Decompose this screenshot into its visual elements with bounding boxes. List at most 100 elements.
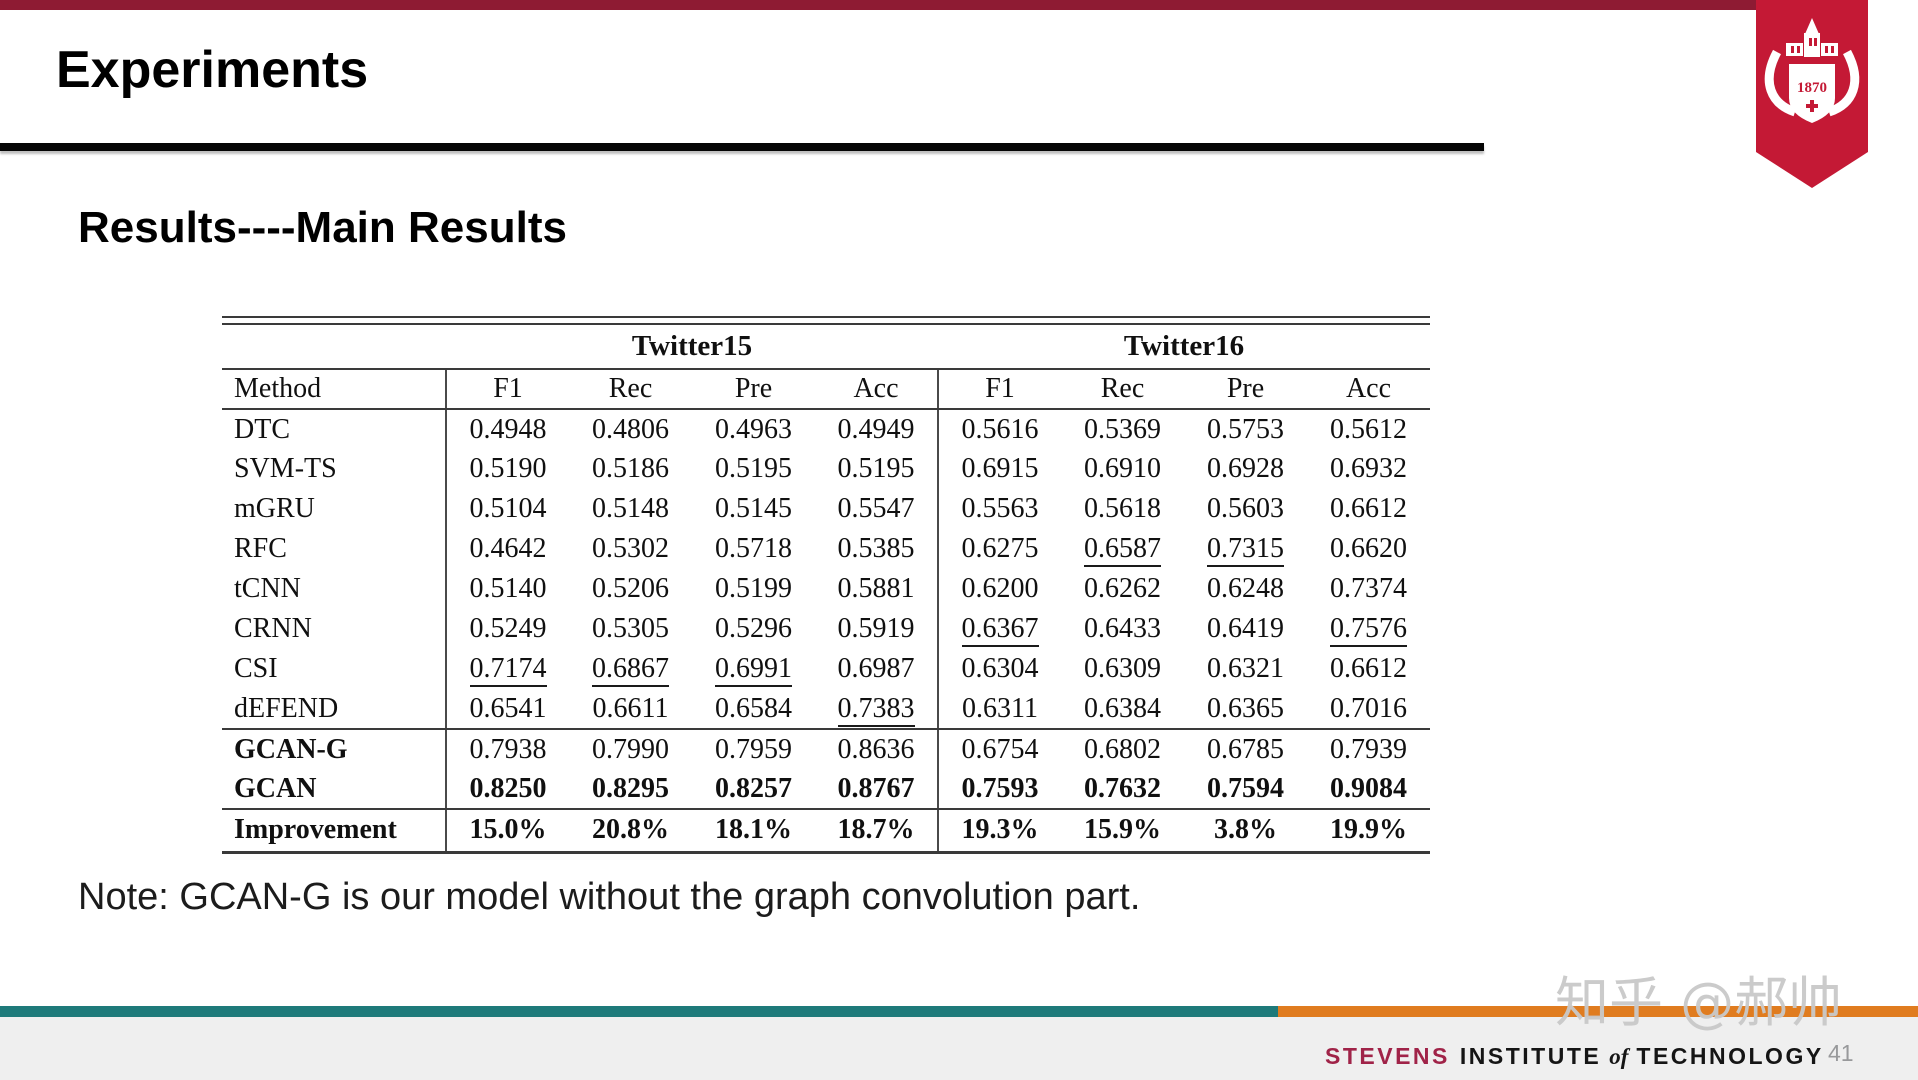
value-cell: 0.6867 [569, 649, 692, 689]
table-row: CSI 0.7174 0.6867 0.6991 0.6987 0.6304 0.6309 0… [222, 649, 1430, 689]
value-cell: 0.5919 [837, 613, 915, 644]
value-cell: 0.6611 [569, 689, 692, 730]
value-cell: 0.6612 [1330, 653, 1407, 684]
logo-year-label: 1870 [1797, 80, 1827, 96]
method-cell: GCAN [222, 769, 446, 810]
table-row: GCAN 0.8250 0.8295 0.8257 0.8767 0.7593 0.7632… [222, 769, 1430, 810]
value-cell: 0.8250 [445, 769, 569, 810]
value-cell: 0.5302 [592, 533, 669, 564]
column-header-f1-t15: F1 [445, 369, 569, 410]
value-cell: 0.5296 [715, 613, 792, 644]
value-cell: 0.6541 [445, 689, 569, 730]
value-cell: 0.5249 [445, 609, 569, 649]
group-header-row: Twitter15 Twitter16 [222, 324, 1430, 370]
value-cell: 15.9% [1084, 814, 1161, 846]
table-row: RFC 0.4642 0.5302 0.5718 0.5385 0.6275 0.6587 0… [222, 529, 1430, 569]
method-cell: SVM-TS [234, 453, 337, 484]
table-row: DTC 0.4948 0.4806 0.4963 0.4949 0.5616 0.5369 0… [222, 409, 1430, 449]
value-cell: 0.5616 [937, 409, 1061, 449]
value-cell: 0.6311 [937, 689, 1061, 730]
results-table: Twitter15 Twitter16 Method F1 Rec Pre Ac… [222, 323, 1430, 854]
value-cell: 0.5881 [837, 573, 915, 604]
column-header-row: Method F1 Rec Pre Acc F1 Rec Pre Acc [222, 369, 1430, 410]
table-row: CRNN 0.5249 0.5305 0.5296 0.5919 0.6367 0.6433… [222, 609, 1430, 649]
value-cell: 0.6910 [1084, 453, 1161, 484]
table-row: Improvement 15.0% 20.8% 18.1% 18.7% 19.3% 15.9… [222, 809, 1430, 852]
value-cell: 0.5305 [592, 613, 669, 644]
stevens-pennant-icon: 1870 [1756, 0, 1868, 188]
brand-technology: TECHNOLOGY [1636, 1043, 1824, 1069]
watermark-text: 知乎 @郝帅 [1555, 971, 1843, 1034]
value-cell: 0.4963 [715, 413, 792, 445]
column-header-f1-t16: F1 [937, 369, 1061, 410]
method-cell: CRNN [234, 613, 312, 644]
top-accent-bar [0, 0, 1758, 10]
value-cell: 0.7594 [1184, 769, 1307, 810]
group-header-twitter15: Twitter15 [446, 324, 938, 370]
value-cell: 0.6304 [937, 649, 1061, 689]
table-row: tCNN 0.5140 0.5206 0.5199 0.5881 0.6200 0.6262… [222, 569, 1430, 609]
value-cell: 0.7383 [815, 689, 938, 730]
footer-brand: STEVENS INSTITUTE of TECHNOLOGY [1325, 1043, 1824, 1070]
method-cell: tCNN [234, 573, 301, 604]
value-cell: 0.6248 [1207, 573, 1284, 604]
value-cell: 0.8767 [815, 769, 938, 810]
method-cell: dEFEND [222, 689, 446, 730]
value-cell: 0.6915 [937, 449, 1061, 489]
value-cell: 0.5148 [592, 493, 669, 524]
value-cell: 0.7174 [445, 649, 569, 689]
value-cell: 19.9% [1330, 814, 1407, 846]
value-cell: 0.6367 [937, 609, 1061, 649]
value-cell: 0.6991 [692, 649, 815, 689]
results-table-body: DTC 0.4948 0.4806 0.4963 0.4949 0.5616 0.5369 0… [222, 409, 1430, 852]
column-header-pre-t16: Pre [1184, 369, 1307, 410]
bottom-accent-bar-teal [0, 1006, 1278, 1017]
page-number: 41 [1828, 1040, 1854, 1066]
note-text: Note: GCAN-G is our model without the gr… [78, 876, 1141, 918]
value-cell: 0.6200 [937, 569, 1061, 609]
method-cell: mGRU [234, 493, 315, 524]
value-cell: 20.8% [592, 814, 669, 846]
value-cell: 0.5199 [715, 573, 792, 604]
column-header-method: Method [222, 369, 446, 410]
value-cell: 0.6433 [1084, 613, 1161, 644]
value-cell: 15.0% [445, 809, 569, 852]
table-row: mGRU 0.5104 0.5148 0.5145 0.5547 0.5563 0.5618… [222, 489, 1430, 529]
column-header-rec-t16: Rec [1061, 369, 1184, 410]
value-cell: 0.6928 [1207, 453, 1284, 484]
value-cell: 0.6754 [937, 729, 1061, 769]
value-cell: 0.6309 [1084, 653, 1161, 684]
value-cell: 0.6321 [1207, 653, 1284, 684]
value-cell: 0.8295 [569, 769, 692, 810]
section-subtitle: Results----Main Results [78, 203, 567, 252]
column-header-acc-t16: Acc [1307, 369, 1430, 410]
value-cell: 0.5618 [1084, 493, 1161, 524]
value-cell: 0.5718 [715, 533, 792, 564]
table-row: GCAN-G 0.7938 0.7990 0.7959 0.8636 0.6754 0.68… [222, 729, 1430, 769]
brand-institute: INSTITUTE [1459, 1043, 1602, 1069]
method-cell: DTC [234, 413, 290, 445]
value-cell: 0.6584 [692, 689, 815, 730]
value-cell: 0.4806 [592, 413, 669, 445]
slide-title: Experiments [56, 41, 369, 99]
column-header-rec-t15: Rec [569, 369, 692, 410]
value-cell: 0.7938 [445, 729, 569, 769]
value-cell: 19.3% [937, 809, 1061, 852]
value-cell: 0.6987 [837, 653, 915, 684]
value-cell: 0.6932 [1330, 453, 1407, 484]
value-cell: 0.7576 [1307, 609, 1430, 649]
value-cell: 0.5190 [445, 449, 569, 489]
value-cell: 18.1% [715, 814, 792, 846]
value-cell: 0.5145 [715, 493, 792, 524]
value-cell: 0.6419 [1207, 613, 1284, 644]
value-cell: 0.5369 [1084, 413, 1161, 445]
value-cell: 0.6612 [1330, 493, 1407, 524]
group-header-twitter16: Twitter16 [938, 324, 1430, 370]
method-cell: GCAN-G [234, 733, 348, 765]
value-cell: 0.5195 [837, 453, 915, 484]
value-cell: 0.5206 [592, 573, 669, 604]
value-cell: 0.7990 [592, 733, 669, 765]
value-cell: 0.5603 [1207, 493, 1284, 524]
value-cell: 0.4948 [445, 409, 569, 449]
